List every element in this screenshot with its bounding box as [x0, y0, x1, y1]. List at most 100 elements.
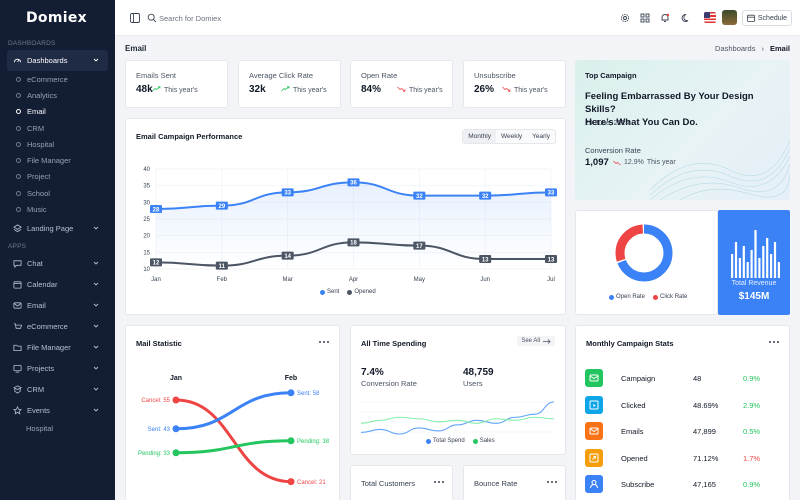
apps-grid-icon[interactable]	[640, 13, 650, 23]
flow-node	[172, 449, 180, 457]
list-item: Emails 47,899 0.5%	[585, 422, 775, 442]
sidebar-item-events[interactable]: Events	[0, 400, 115, 421]
sidebar-item-projects[interactable]: Projects	[0, 358, 115, 379]
bullet-icon	[16, 207, 21, 213]
flow-label: Sent: 43	[148, 427, 171, 433]
more-icon[interactable]	[319, 340, 329, 344]
avatar[interactable]	[722, 10, 737, 25]
data-point: 17	[413, 241, 426, 250]
data-label: 13	[482, 257, 489, 263]
stat-label: Emails Sent	[136, 71, 177, 80]
sidebar-item-crm[interactable]: CRM	[0, 379, 115, 400]
spending-conv-value: 7.4%	[361, 367, 384, 378]
revenue-bar	[746, 262, 749, 278]
calendar-icon	[13, 280, 22, 289]
sidebar-item-landing[interactable]: Landing Page	[0, 218, 115, 239]
sidebar-item-hospital-partial[interactable]: Hospital	[26, 424, 54, 434]
monthly-stats-card: Monthly Campaign Stats	[575, 325, 790, 500]
bullet-icon	[16, 92, 21, 98]
revenue-bar	[731, 254, 734, 278]
wave-pattern	[650, 139, 790, 200]
flow-node	[287, 389, 295, 397]
bullet-icon	[16, 158, 21, 164]
sidebar-item-ecommerce[interactable]: eCommerce	[0, 316, 115, 337]
performance-title: Email Campaign Performance	[136, 132, 243, 141]
tab-yearly[interactable]: Yearly	[532, 133, 550, 140]
more-icon[interactable]	[769, 340, 779, 344]
column-label-b: Feb	[285, 375, 297, 382]
data-point: 13	[545, 255, 557, 263]
open-click-card: Open Rate Click Rate	[575, 210, 718, 315]
trend-down-icon	[613, 160, 621, 165]
spending-users-label: Users	[463, 379, 483, 388]
revenue-bar	[777, 262, 780, 278]
notification-icon[interactable]	[660, 13, 670, 23]
sidebar-subitem-ecommerce[interactable]: eCommerce	[0, 71, 115, 87]
email-icon	[13, 301, 22, 310]
app-logo[interactable]: Domiex	[26, 10, 87, 26]
moon-icon[interactable]	[681, 13, 691, 23]
sidebar-item-dashboards[interactable]: Dashboards	[7, 50, 108, 71]
revenue-bar	[754, 230, 757, 278]
series-line-sales	[360, 416, 555, 424]
legend-opened: Opened	[347, 289, 376, 295]
x-tick-label: Jul	[547, 277, 555, 283]
more-icon[interactable]	[547, 480, 557, 484]
data-point: 29	[215, 201, 228, 210]
bullet-icon	[16, 125, 21, 131]
spending-conv-label: Conversion Rate	[361, 379, 417, 388]
revenue-bar	[766, 238, 769, 278]
sidebar-subitem-school[interactable]: School	[0, 185, 115, 201]
top-campaign-title: Top Campaign	[585, 71, 637, 80]
stat-trend: This year's	[502, 86, 548, 94]
revenue-bar	[770, 254, 773, 278]
conversion-value: 1,097	[585, 157, 609, 168]
sidebar-subitem-email[interactable]: Email	[0, 104, 115, 120]
sidebar-item-calendar[interactable]: Calendar	[0, 274, 115, 295]
stat-value: 48.69%	[693, 400, 719, 410]
revenue-bar	[742, 246, 745, 278]
stat-change: 1.7%	[743, 453, 761, 463]
sidebar-subitem-project[interactable]: Project	[0, 169, 115, 185]
sidebar-subitem-music[interactable]: Music	[0, 201, 115, 217]
sidebar-subitem-hospital[interactable]: Hospital	[0, 136, 115, 152]
data-point: 12	[150, 258, 162, 267]
calendar-icon	[746, 14, 755, 22]
data-label: 12	[153, 261, 160, 267]
revenue-bar	[734, 242, 738, 278]
settings-icon[interactable]	[620, 13, 630, 23]
sidebar-item-file-manager[interactable]: File Manager	[0, 337, 115, 358]
see-all-link[interactable]: See All	[517, 336, 555, 346]
series-area-sent	[156, 182, 551, 269]
data-point: 14	[281, 251, 294, 260]
data-label: 18	[350, 241, 357, 247]
sidebar-subitem-analytics[interactable]: Analytics	[0, 87, 115, 103]
breadcrumb-separator: ›	[761, 44, 764, 53]
period-tabs: Monthly Weekly Yearly	[462, 129, 556, 144]
stat-card: Average Click Rate 32k This year's	[238, 60, 341, 108]
sidebar-item-chat[interactable]: Chat	[0, 253, 115, 274]
search-input[interactable]	[159, 11, 299, 25]
trend-up-icon	[152, 86, 161, 94]
legend-total-spend: Total Spend	[426, 438, 465, 444]
sidebar-subitem-crm[interactable]: CRM	[0, 120, 115, 136]
schedule-button[interactable]: Schedule	[742, 10, 792, 26]
stat-value: 48k	[136, 84, 153, 95]
stat-value: 26%	[474, 84, 495, 95]
sidebar-subitem-file-manager[interactable]: File Manager	[0, 152, 115, 168]
stat-change: 0.9%	[743, 480, 761, 489]
tab-weekly[interactable]: Weekly	[500, 133, 523, 140]
stat-value: 47,165	[693, 480, 716, 489]
revenue-bar	[773, 242, 777, 278]
trend-up-icon	[281, 86, 290, 94]
y-tick-label: 20	[143, 234, 150, 240]
breadcrumb-parent[interactable]: Dashboards	[715, 44, 756, 53]
more-icon[interactable]	[434, 480, 444, 484]
sidebar-item-email[interactable]: Email	[0, 295, 115, 316]
language-flag-icon[interactable]	[704, 12, 716, 23]
y-tick-label: 35	[143, 184, 150, 190]
spending-card: All Time Spending See All 7.4% Conversio…	[350, 325, 566, 455]
revenue-label: Total Revenue	[731, 280, 777, 287]
sidebar-toggle-icon[interactable]	[130, 13, 140, 23]
tab-monthly[interactable]: Monthly	[463, 130, 496, 143]
